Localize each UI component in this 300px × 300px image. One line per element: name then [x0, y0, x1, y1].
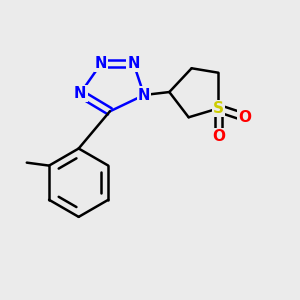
- Text: O: O: [238, 110, 252, 125]
- Text: O: O: [212, 129, 225, 144]
- Text: N: N: [74, 86, 86, 101]
- Text: S: S: [213, 101, 224, 116]
- Text: N: N: [95, 56, 107, 71]
- Text: N: N: [128, 56, 140, 71]
- Text: N: N: [138, 88, 150, 103]
